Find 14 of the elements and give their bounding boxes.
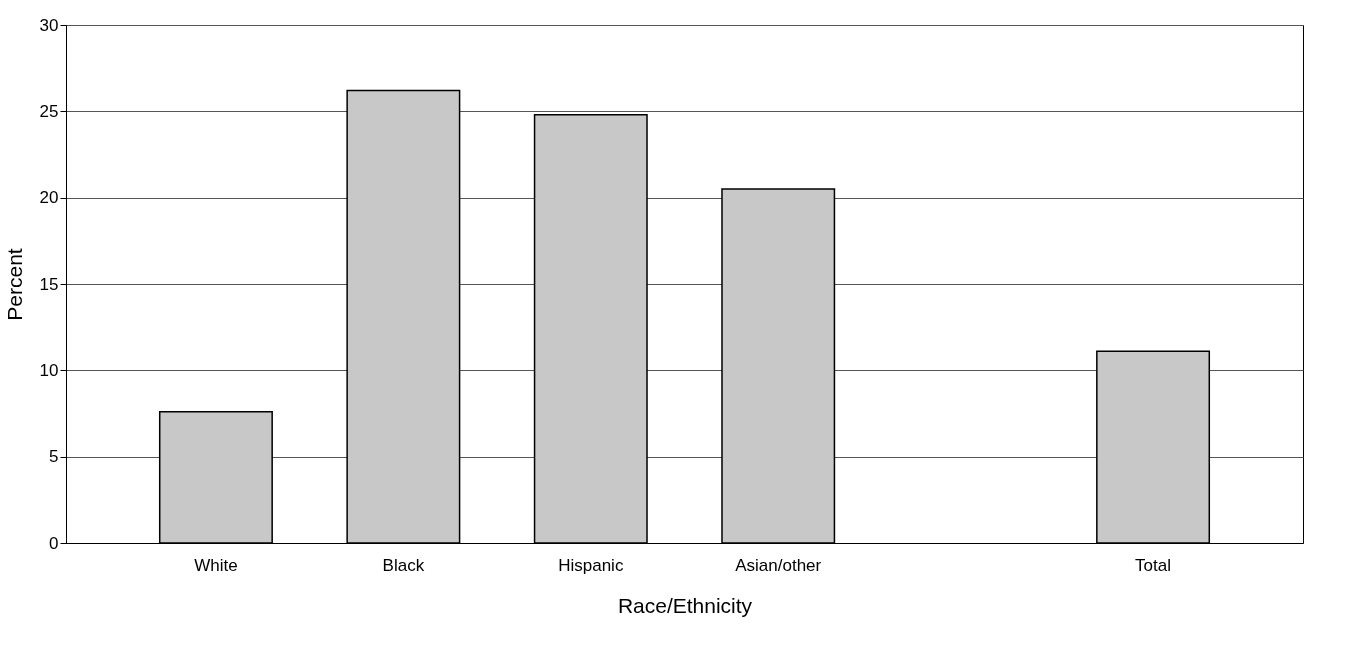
y-tick-label: 25 [39, 101, 59, 121]
x-axis-title: Race/Ethnicity [617, 593, 753, 617]
y-tick-label: 0 [49, 533, 59, 553]
y-tick-label: 30 [39, 15, 59, 35]
x-tick-label: White [194, 555, 238, 575]
x-tick-label: Asian/other [735, 555, 822, 575]
y-axis-title: Percent [2, 248, 26, 321]
x-tick-label: Hispanic [558, 555, 624, 575]
y-tick-label: 10 [39, 360, 59, 380]
x-tick-label: Black [382, 555, 425, 575]
y-tick-label: 20 [39, 188, 59, 208]
y-tick-label: 15 [39, 274, 59, 294]
x-tick-label: Total [1135, 555, 1172, 575]
y-tick-label: 5 [49, 447, 59, 467]
